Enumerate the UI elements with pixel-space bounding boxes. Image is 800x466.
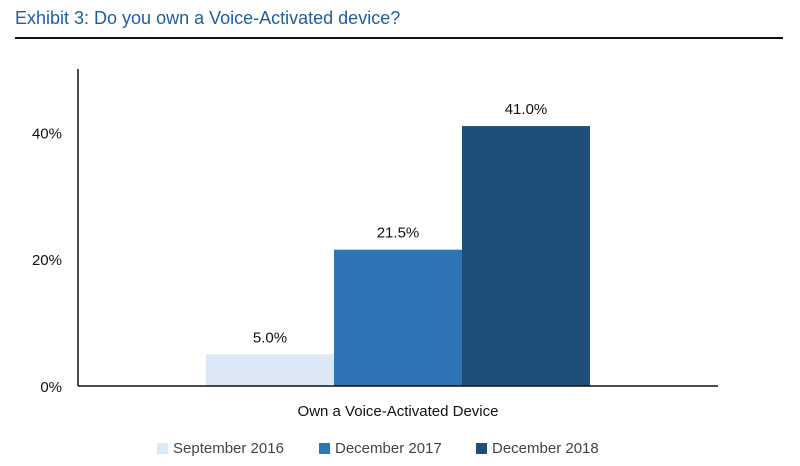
legend: September 2016 December 2017 December 2018: [0, 440, 800, 462]
legend-label: December 2018: [492, 440, 599, 457]
y-tick-label: 0%: [40, 379, 62, 396]
bar-december-2017: [334, 249, 462, 386]
legend-item: December 2018: [476, 440, 599, 457]
bar-chart: 5.0% 21.5% 41.0% 0% 20% 40% Own a Voice-Activa…: [32, 69, 718, 420]
title-divider: [15, 37, 783, 39]
x-category-label: Own a Voice-Activated Device: [298, 403, 499, 420]
bar-september-2016: [206, 354, 334, 386]
data-label: 41.0%: [505, 101, 548, 118]
chart-title: Exhibit 3: Do you own a Voice-Activated …: [15, 8, 401, 28]
bar-december-2018: [462, 126, 590, 386]
legend-swatch: [319, 443, 330, 454]
data-label: 5.0%: [253, 329, 287, 346]
legend-swatch: [476, 443, 487, 454]
data-label: 21.5%: [377, 225, 420, 242]
legend-item: December 2017: [319, 440, 442, 457]
legend-label: September 2016: [173, 440, 284, 457]
legend-swatch: [157, 443, 168, 454]
y-tick-label: 40%: [32, 125, 62, 142]
y-tick-label: 20%: [32, 252, 62, 269]
legend-label: December 2017: [335, 440, 442, 457]
legend-item: September 2016: [157, 440, 284, 457]
